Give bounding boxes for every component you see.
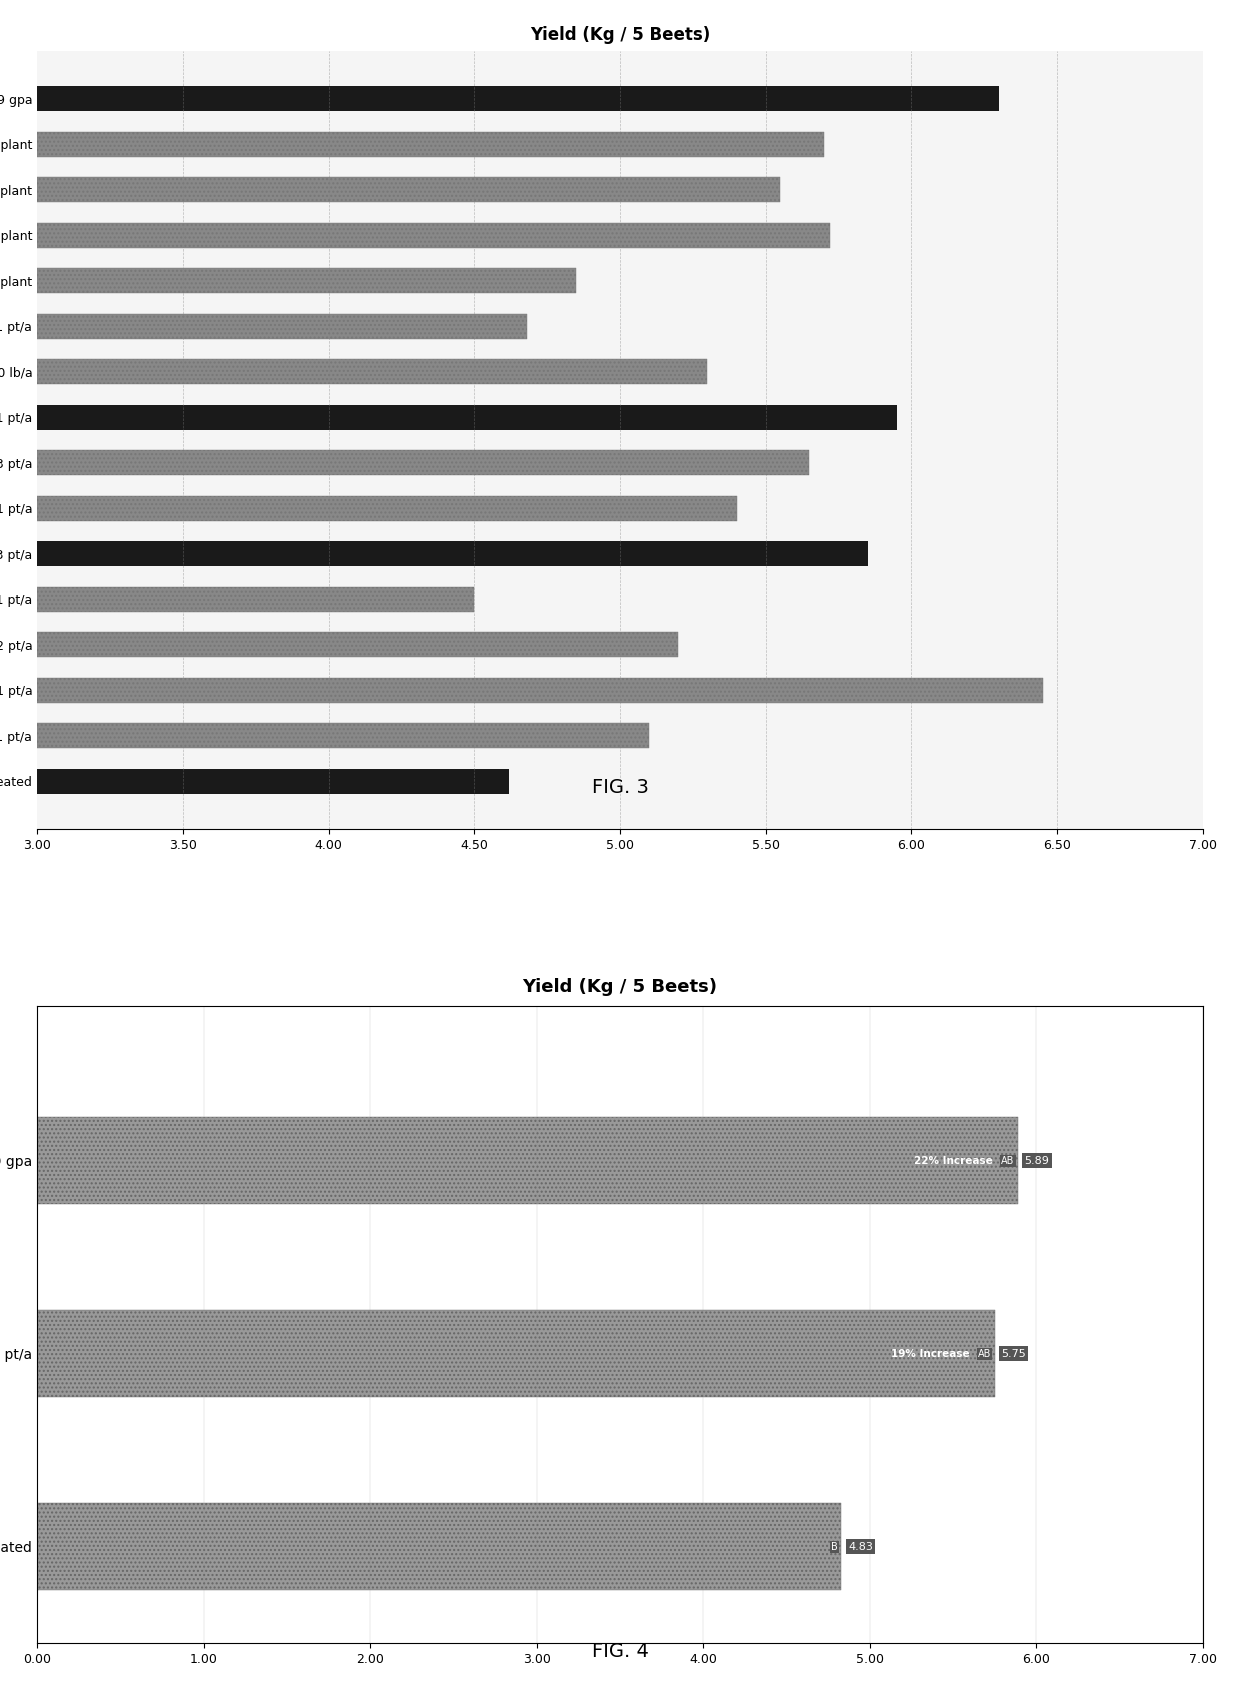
Title: Yield (Kg / 5 Beets): Yield (Kg / 5 Beets) xyxy=(522,979,718,996)
Bar xyxy=(37,86,999,112)
Bar xyxy=(37,451,810,476)
Text: B: B xyxy=(831,1542,838,1552)
Text: AB: AB xyxy=(978,1348,991,1359)
Bar xyxy=(37,178,780,202)
Bar xyxy=(37,632,678,657)
Bar xyxy=(37,132,823,158)
Text: 5.75: 5.75 xyxy=(1002,1348,1025,1359)
Bar xyxy=(37,405,897,430)
Text: FIG. 4: FIG. 4 xyxy=(591,1641,649,1662)
Text: 4.83: 4.83 xyxy=(848,1542,873,1552)
Bar xyxy=(37,359,707,385)
Title: Yield (Kg / 5 Beets): Yield (Kg / 5 Beets) xyxy=(529,25,711,44)
Bar xyxy=(37,542,868,566)
Bar xyxy=(37,678,1043,703)
Bar xyxy=(37,1118,1018,1204)
Text: 19% Increase: 19% Increase xyxy=(892,1348,970,1359)
Text: 5.89: 5.89 xyxy=(1024,1155,1049,1165)
Bar xyxy=(37,313,527,339)
Bar xyxy=(37,268,577,293)
Bar xyxy=(37,222,830,247)
Bar xyxy=(37,496,737,520)
Bar xyxy=(37,769,510,794)
Text: 22% Increase: 22% Increase xyxy=(914,1155,993,1165)
Text: FIG. 3: FIG. 3 xyxy=(591,778,649,798)
Bar xyxy=(37,1309,994,1398)
Text: AB: AB xyxy=(1001,1155,1014,1165)
Bar xyxy=(37,723,649,749)
Bar xyxy=(37,586,474,612)
Bar xyxy=(37,1503,842,1591)
